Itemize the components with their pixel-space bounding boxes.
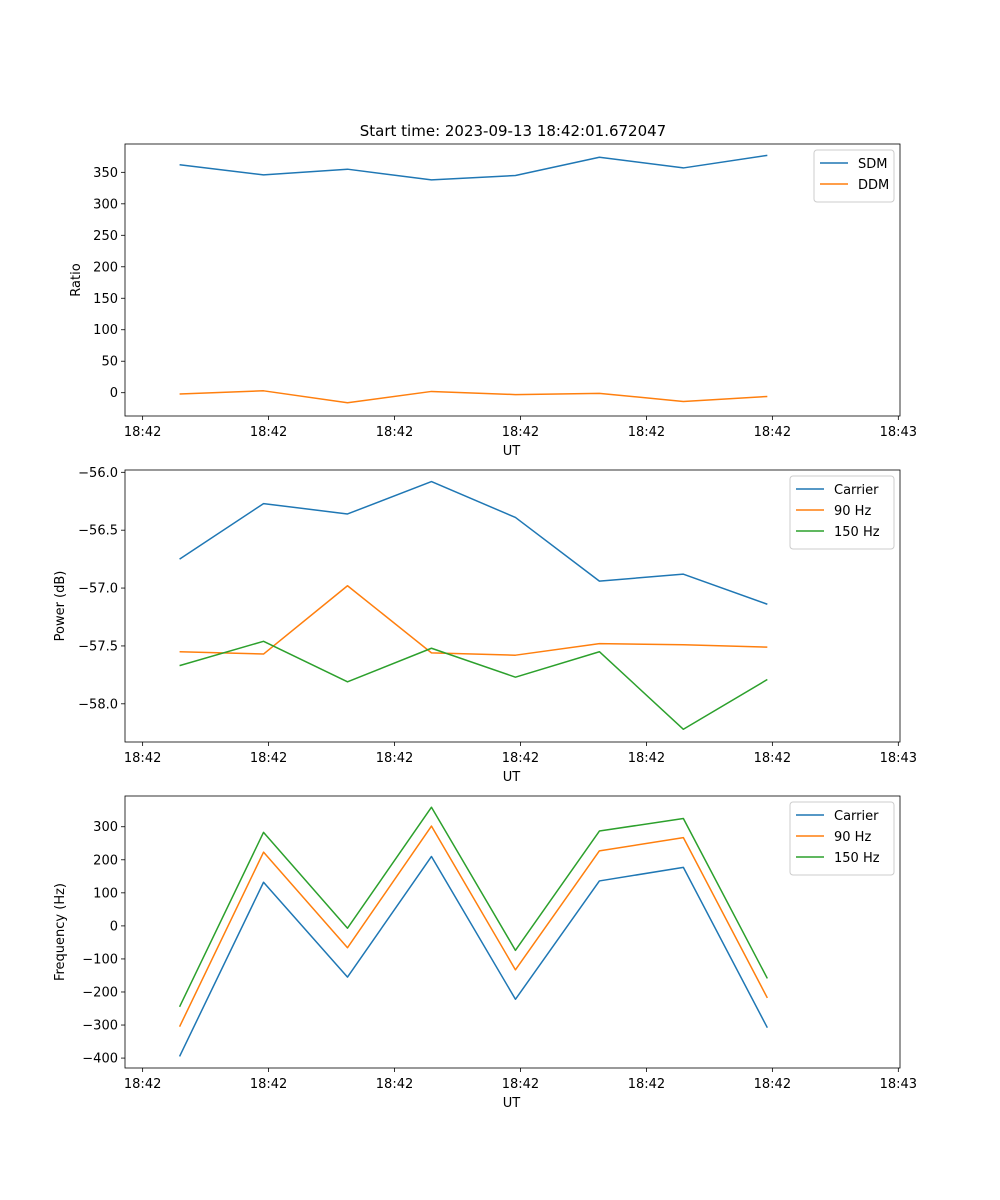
series-line-90-hz <box>178 825 768 1028</box>
x-tick-label: 18:42 <box>376 1077 413 1092</box>
series-line-150-hz <box>178 806 768 1008</box>
x-tick-label: 18:42 <box>754 425 791 440</box>
legend-label-90-hz: 90 Hz <box>834 504 871 519</box>
y-tick-label: 250 <box>93 229 118 244</box>
y-tick-label: 350 <box>93 166 118 181</box>
series-line-sdm <box>179 154 768 181</box>
y-tick-label: 50 <box>101 355 118 370</box>
plot-area <box>124 795 901 1069</box>
y-tick-label: −58.0 <box>78 697 118 712</box>
y-tick-label: 0 <box>110 919 118 934</box>
x-tick-label: 18:42 <box>754 751 791 766</box>
y-tick-label: 300 <box>93 197 118 212</box>
y-tick-label: −200 <box>82 985 118 1000</box>
figure-title: Start time: 2023-09-13 18:42:01.672047 <box>360 122 666 140</box>
x-tick-label: 18:43 <box>880 425 917 440</box>
x-tick-label: 18:43 <box>880 1077 917 1092</box>
y-tick-label: −400 <box>82 1052 118 1067</box>
y-tick-label: 150 <box>93 292 118 307</box>
y-tick-label: 0 <box>110 386 118 401</box>
x-tick-label: 18:42 <box>376 425 413 440</box>
legend-label-150-hz: 150 Hz <box>834 525 880 540</box>
y-tick-label: 300 <box>93 820 118 835</box>
x-axis-label: UT <box>503 1096 521 1111</box>
x-tick-label: 18:42 <box>124 1077 161 1092</box>
series-line-ddm <box>179 390 768 404</box>
x-tick-label: 18:42 <box>124 751 161 766</box>
x-axis-label: UT <box>503 770 521 785</box>
chart-panel-2: −56.0 −56.5 −57.0 −57.5 −58.0 18:42 18:42 18:42… <box>53 466 917 785</box>
chart-panel-1: 0 50 100 150 200 250 300 350 18:42 18:42 18:42 18:4… <box>69 143 917 459</box>
y-tick-label: −56.0 <box>78 466 118 481</box>
plot-area <box>124 143 901 417</box>
x-tick-label: 18:42 <box>502 1077 539 1092</box>
series-line-150-hz <box>179 640 768 731</box>
y-tick-label: −100 <box>82 952 118 967</box>
x-tick-label: 18:42 <box>628 1077 665 1092</box>
legend: SDM DDM <box>813 149 895 203</box>
series-line-90-hz <box>179 584 768 656</box>
series-line-carrier <box>178 855 768 1057</box>
x-axis-label: UT <box>503 444 521 459</box>
y-tick-label: −56.5 <box>78 524 118 539</box>
x-tick-label: 18:42 <box>124 425 161 440</box>
y-axis-label: Power (dB) <box>53 571 68 642</box>
y-axis-label: Frequency (Hz) <box>53 883 68 981</box>
y-tick-label: 100 <box>93 886 118 901</box>
x-tick-label: 18:42 <box>250 1077 287 1092</box>
legend-label-carrier: Carrier <box>834 809 879 824</box>
x-tick-label: 18:42 <box>376 751 413 766</box>
x-tick-label: 18:42 <box>628 425 665 440</box>
y-tick-label: −300 <box>82 1019 118 1034</box>
legend: Carrier 90 Hz 150 Hz <box>789 801 895 876</box>
legend-label-90-hz: 90 Hz <box>834 830 871 845</box>
y-tick-label: −57.5 <box>78 639 118 654</box>
legend-label-ddm: DDM <box>858 178 889 193</box>
x-tick-label: 18:43 <box>880 751 917 766</box>
chart-panel-3: −400 −300 −200 −100 0 100 200 300 18:42 18:42 18:4… <box>53 795 917 1111</box>
series-line-carrier <box>179 480 768 605</box>
y-axis-label: Ratio <box>69 263 84 296</box>
legend: Carrier 90 Hz 150 Hz <box>789 475 895 550</box>
x-tick-label: 18:42 <box>628 751 665 766</box>
x-tick-label: 18:42 <box>250 425 287 440</box>
y-tick-label: 100 <box>93 323 118 338</box>
x-tick-label: 18:42 <box>754 1077 791 1092</box>
y-tick-label: −57.0 <box>78 582 118 597</box>
x-tick-label: 18:42 <box>502 751 539 766</box>
x-tick-label: 18:42 <box>502 425 539 440</box>
legend-label-150-hz: 150 Hz <box>834 851 880 866</box>
y-tick-label: 200 <box>93 853 118 868</box>
legend-label-carrier: Carrier <box>834 483 879 498</box>
y-tick-label: 200 <box>93 260 118 275</box>
legend-label-sdm: SDM <box>858 157 887 172</box>
plot-area <box>124 469 901 743</box>
x-tick-label: 18:42 <box>250 751 287 766</box>
